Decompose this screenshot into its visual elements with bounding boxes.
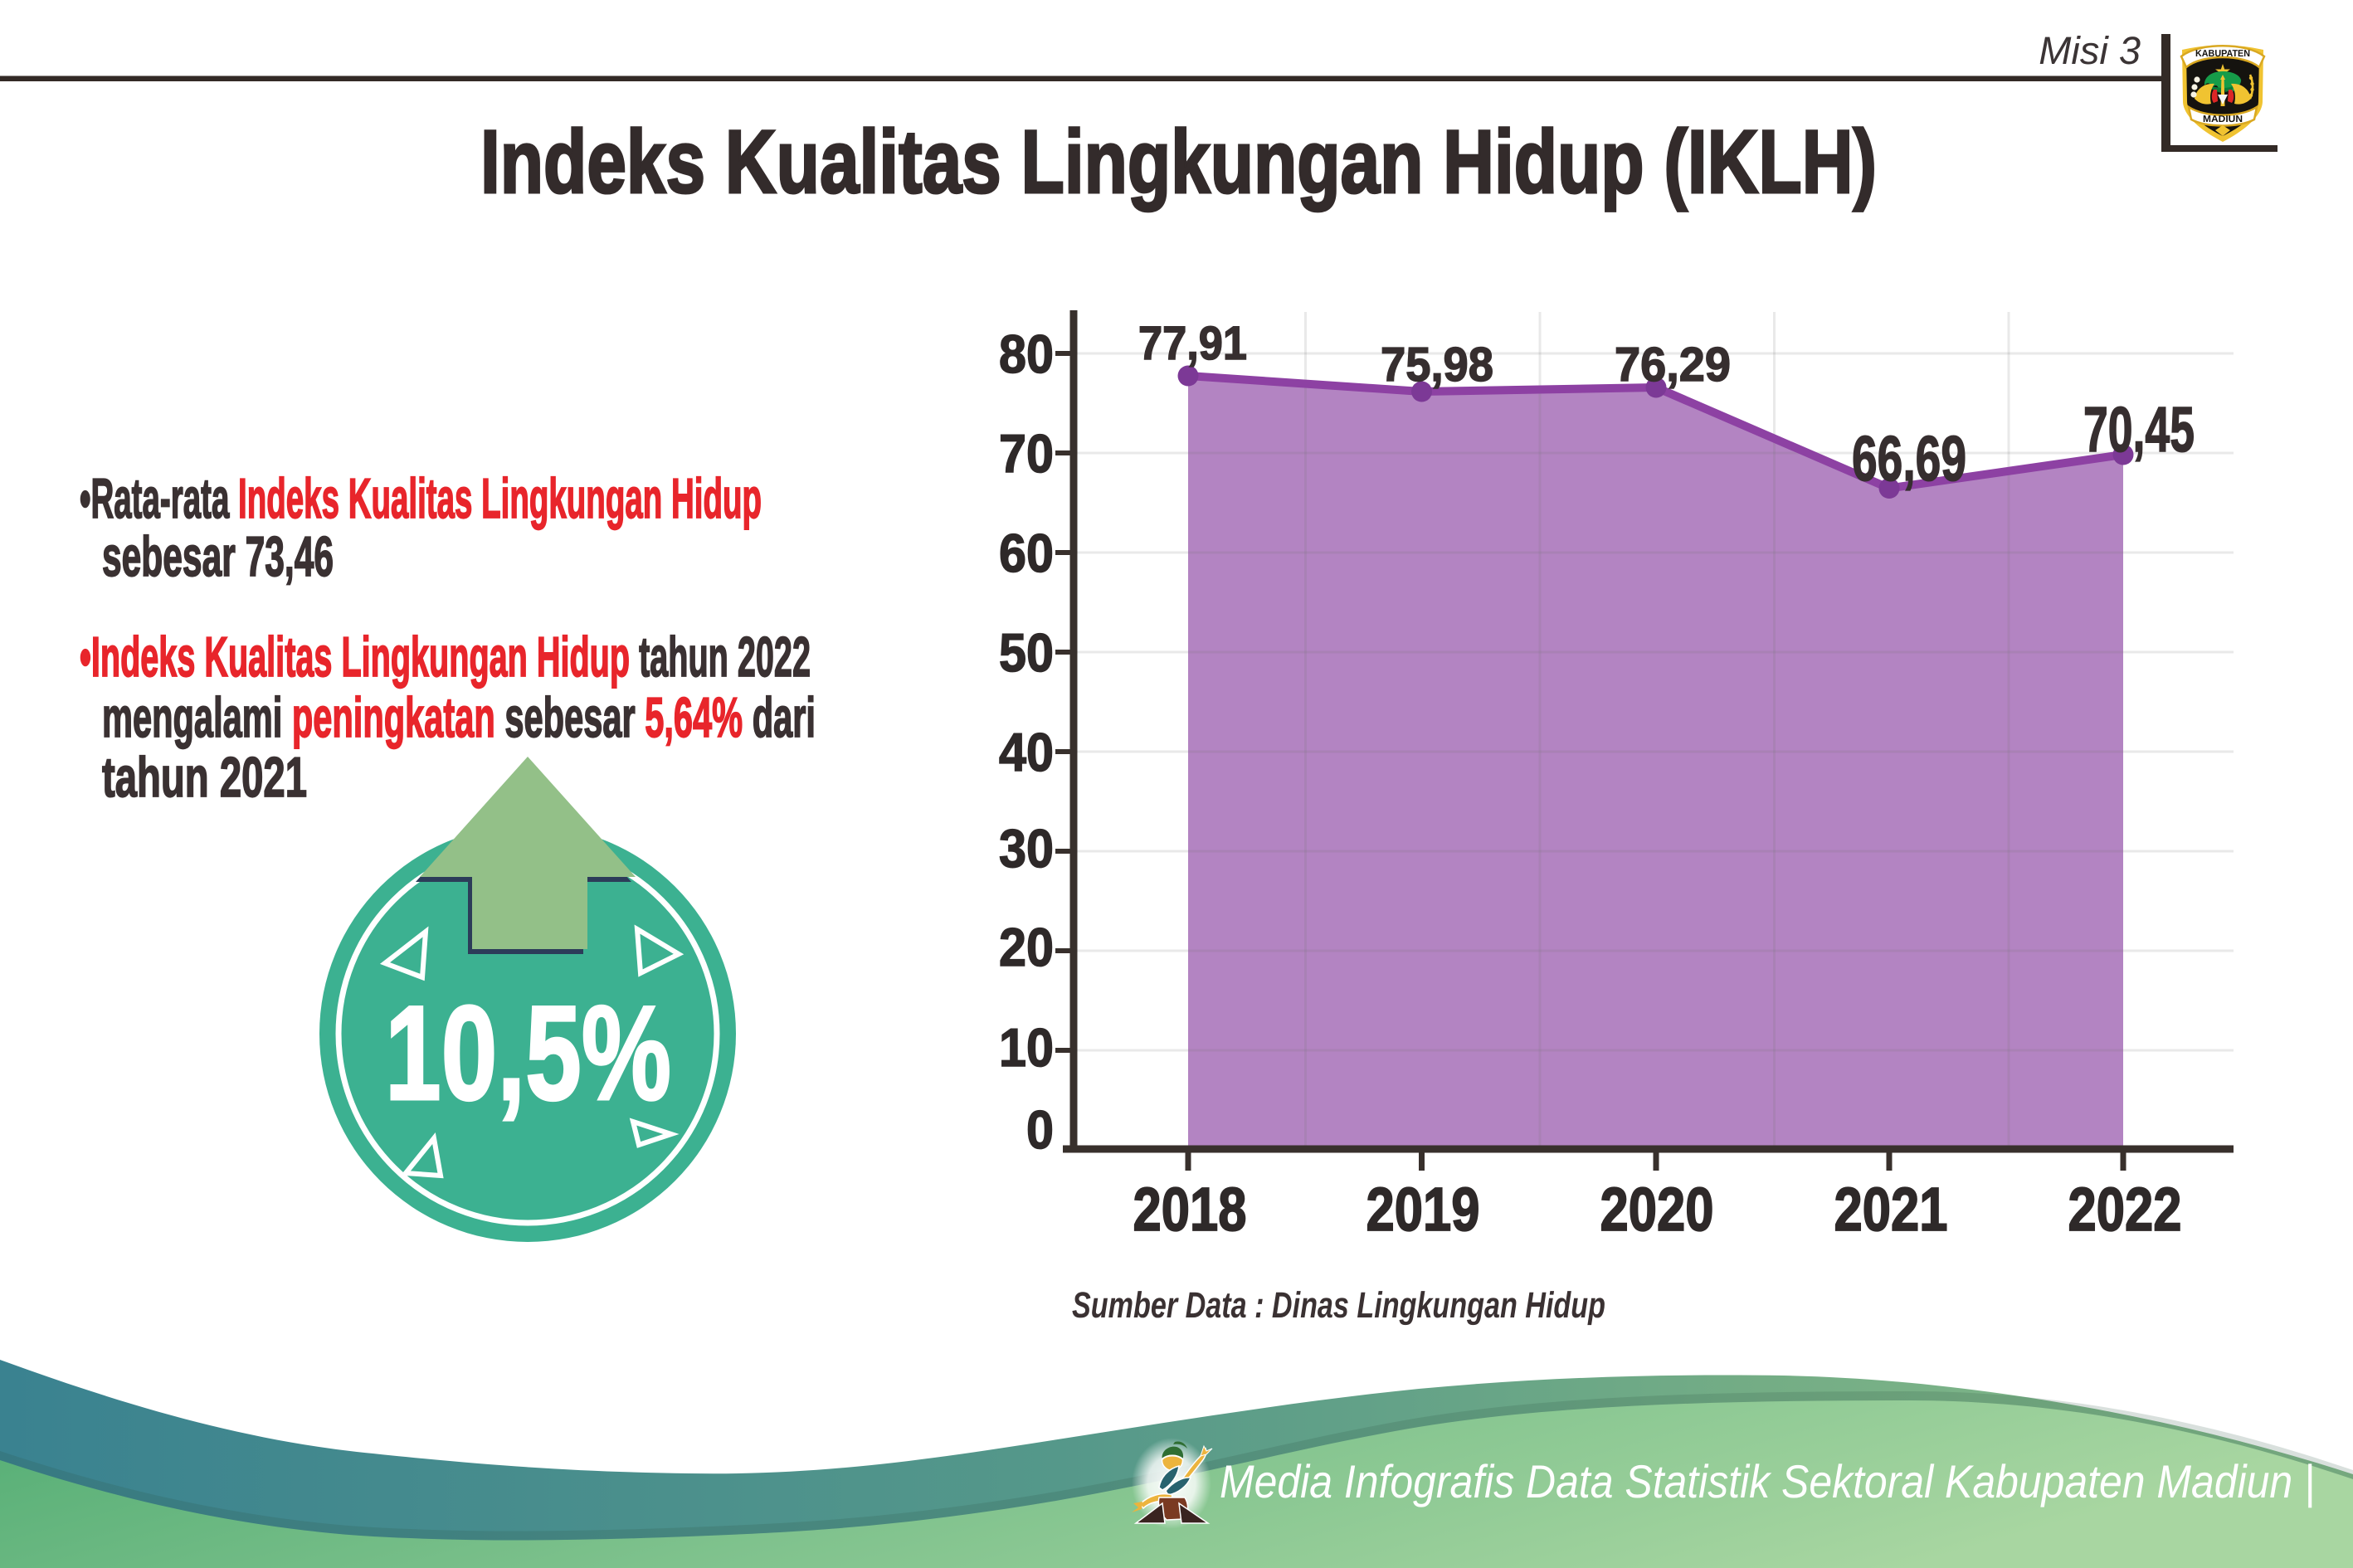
svg-text:tahun 2021: tahun 2021 [102,746,307,809]
svg-text:MADIUN: MADIUN [2203,114,2243,124]
svg-text:•Indeks Kualitas Lingkungan Hi: •Indeks Kualitas Lingkungan Hidup tahun … [80,626,811,689]
svg-text:30: 30 [999,818,1054,879]
svg-text:60: 60 [999,523,1054,583]
svg-text:2021: 2021 [1834,1175,1948,1244]
svg-text:2022: 2022 [2068,1175,2182,1244]
svg-text:Media Infografis Data Statisti: Media Infografis Data Statistik Sektoral… [1220,1455,2315,1508]
svg-text:80: 80 [999,324,1054,384]
svg-text:2019: 2019 [1366,1175,1480,1244]
svg-text:76,29: 76,29 [1615,338,1731,392]
svg-text:Misi 3: Misi 3 [2039,28,2141,72]
svg-text:70: 70 [999,423,1054,484]
svg-text:mengalami peningkatan sebesar: mengalami peningkatan sebesar 5,64% dari [102,686,816,749]
svg-text:77,91: 77,91 [1138,317,1247,370]
svg-text:0: 0 [1026,1099,1054,1160]
svg-text:20: 20 [999,917,1054,977]
svg-text:KABUPATEN: KABUPATEN [2195,49,2250,59]
svg-text:Sumber Data : Dinas Lingkungan: Sumber Data : Dinas Lingkungan Hidup [1072,1285,1605,1326]
svg-text:10,5%: 10,5% [385,978,671,1128]
svg-text:10: 10 [999,1017,1054,1078]
svg-text:50: 50 [999,622,1054,683]
svg-text:75,98: 75,98 [1381,338,1493,392]
svg-text:sebesar 73,46: sebesar 73,46 [102,525,334,588]
svg-text:•Rata-rata Indeks Kualitas Lin: •Rata-rata Indeks Kualitas Lingkungan Hi… [80,467,762,530]
svg-text:Indeks Kualitas Lingkungan Hid: Indeks Kualitas Lingkungan Hidup (IKLH) [480,111,1877,212]
svg-text:2020: 2020 [1600,1175,1714,1244]
svg-text:66,69: 66,69 [1852,423,1966,494]
svg-text:2018: 2018 [1133,1175,1247,1244]
svg-text:40: 40 [999,722,1054,782]
svg-text:70,45: 70,45 [2083,394,2195,465]
